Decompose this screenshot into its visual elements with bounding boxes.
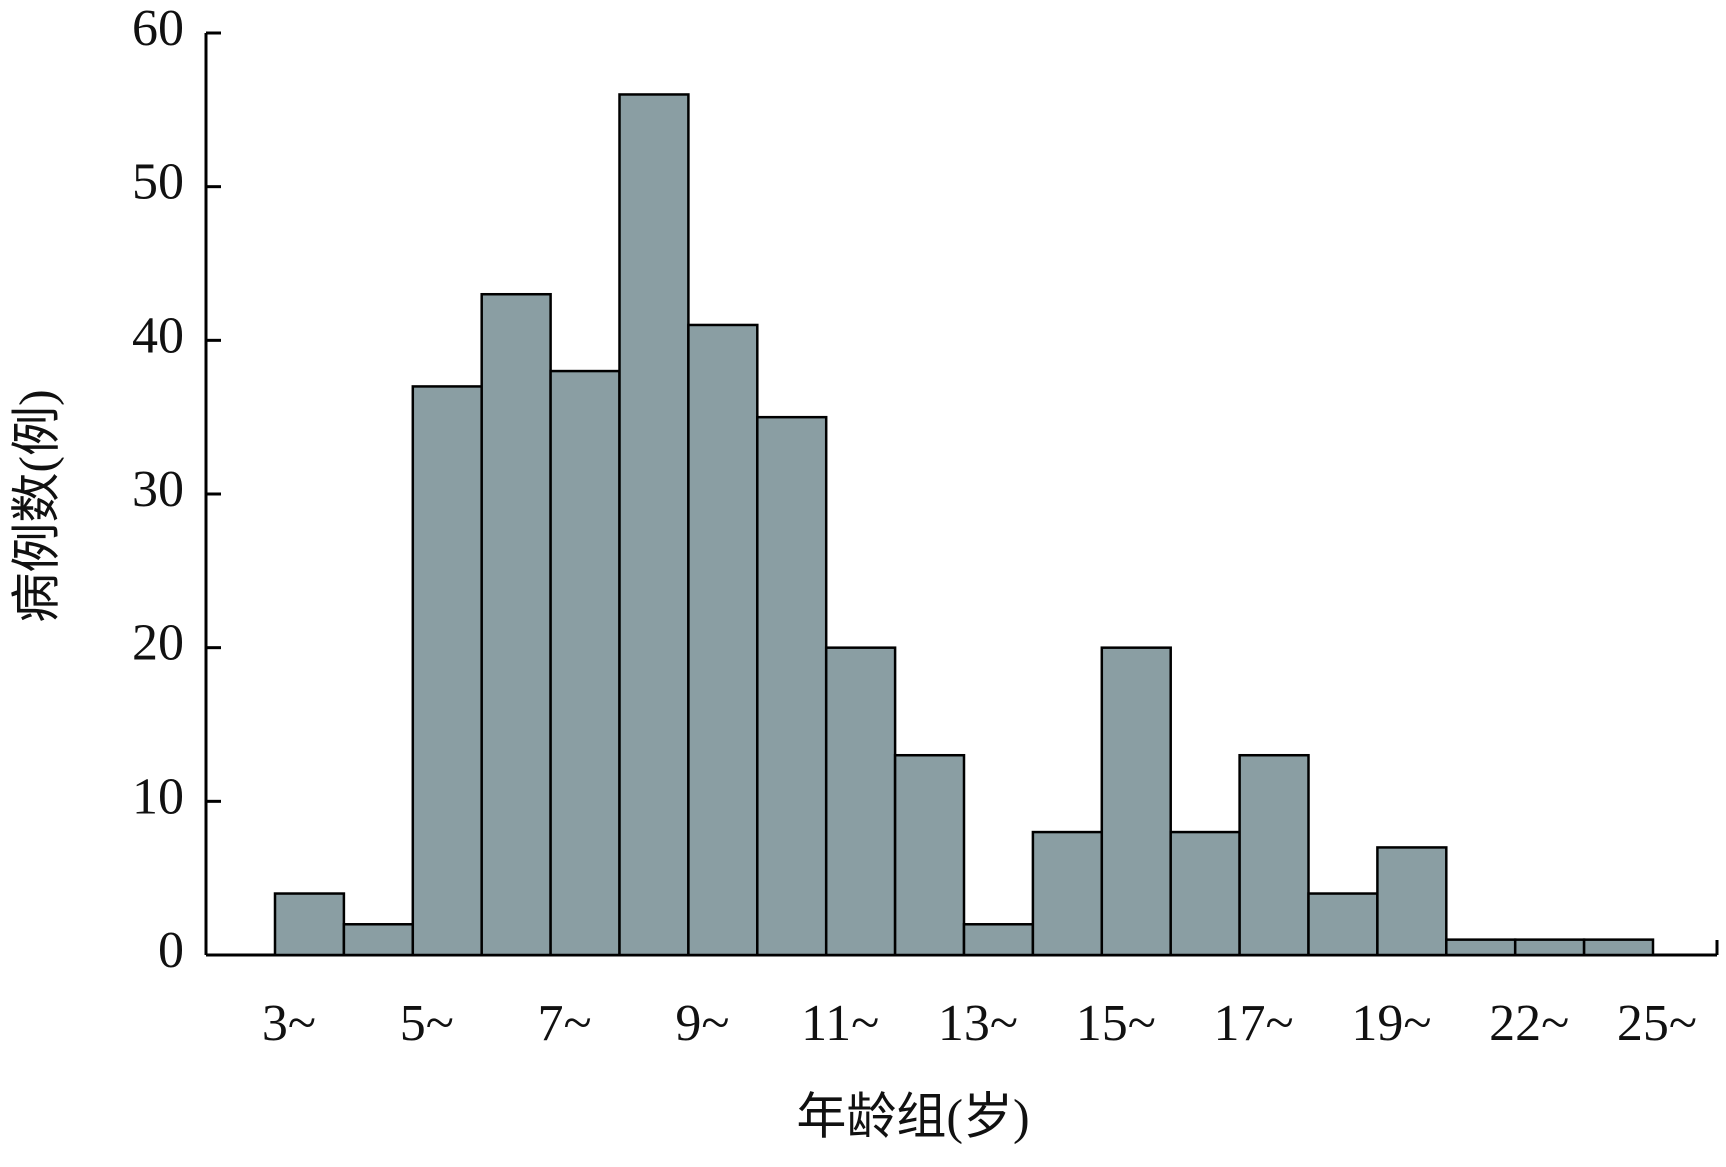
- bar: [687, 323, 759, 957]
- bar: [618, 93, 690, 957]
- bar: [1376, 846, 1448, 957]
- y-tick-label: 20: [132, 615, 184, 672]
- bar: [756, 415, 828, 957]
- bar: [549, 369, 621, 957]
- bar: [893, 753, 966, 957]
- bar: [342, 923, 415, 957]
- x-tick-label: 13~: [938, 995, 1018, 1052]
- bar: [273, 892, 346, 957]
- x-axis-title: 年龄组(岁): [796, 1088, 1029, 1144]
- bar: [824, 646, 897, 957]
- x-tick-label: 19~: [1351, 995, 1431, 1052]
- x-tick-label: 11~: [801, 995, 879, 1052]
- bar: [480, 292, 552, 957]
- bar: [1513, 938, 1586, 957]
- x-tick-label: 15~: [1076, 995, 1156, 1052]
- y-tick-label: 40: [132, 307, 184, 364]
- bar: [1100, 646, 1172, 957]
- bar: [1582, 938, 1655, 957]
- bar: [411, 385, 483, 957]
- x-tick-label: 9~: [675, 995, 729, 1052]
- x-tick-label: 3~: [262, 995, 316, 1052]
- y-tick-label: 30: [132, 461, 184, 518]
- bar: [1031, 830, 1104, 957]
- y-tick-label: 50: [132, 154, 184, 211]
- x-tick-label: 17~: [1214, 995, 1294, 1052]
- bar: [1445, 938, 1517, 957]
- x-tick-label: 25~: [1617, 995, 1697, 1052]
- bar: [1169, 830, 1241, 957]
- bar: [1238, 753, 1310, 957]
- x-tick-label: 22~: [1489, 995, 1569, 1052]
- y-tick-label: 60: [132, 0, 184, 57]
- y-tick-label: 10: [132, 768, 184, 825]
- y-tick-label: 0: [158, 922, 184, 979]
- x-tick-label: 5~: [400, 995, 454, 1052]
- x-tick-label: 7~: [538, 995, 592, 1052]
- y-axis-title: 病例数(例): [8, 389, 64, 622]
- bar: [1307, 892, 1379, 957]
- bar: [962, 923, 1035, 957]
